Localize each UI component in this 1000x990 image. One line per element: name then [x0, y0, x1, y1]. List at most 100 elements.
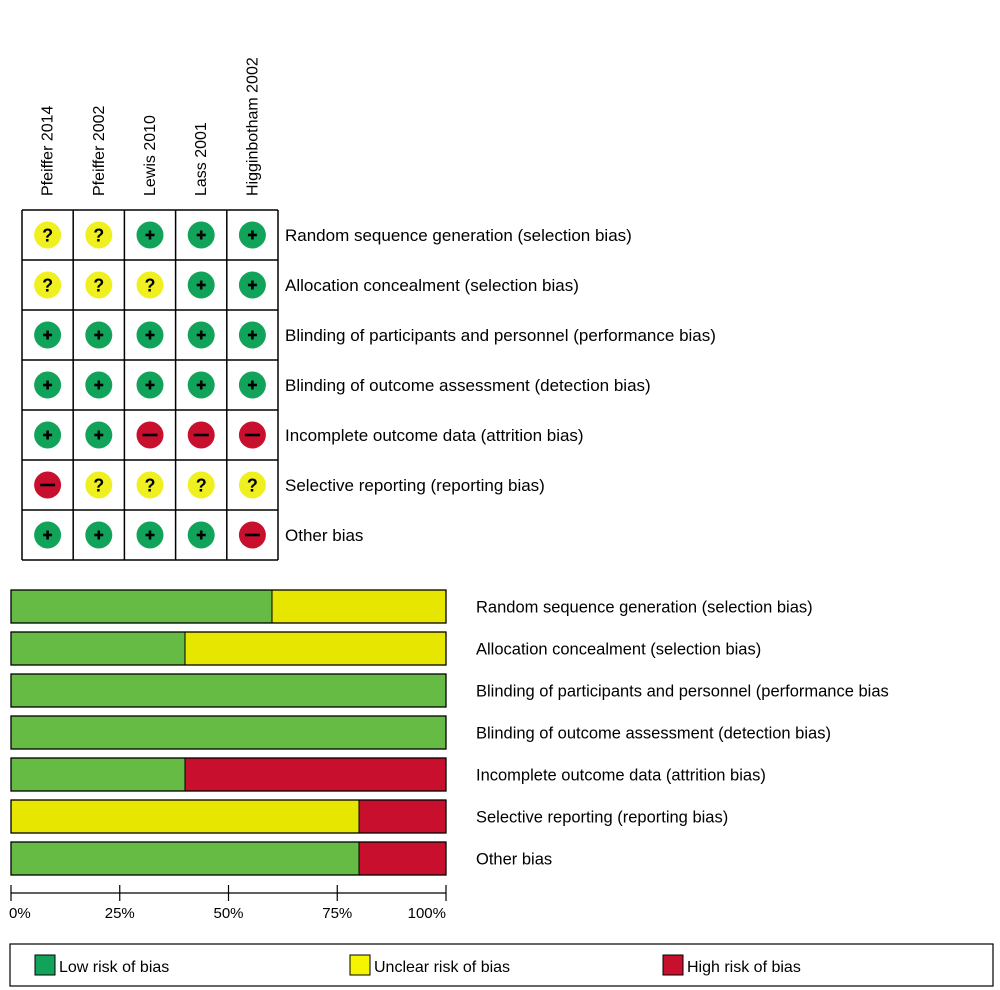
x-tick-label: 0% — [9, 905, 31, 922]
question-icon: ? — [145, 276, 156, 296]
question-icon: ? — [42, 226, 53, 246]
low-risk-dot — [34, 421, 62, 449]
question-icon: ? — [247, 476, 258, 496]
x-tick-label: 100% — [408, 905, 446, 922]
low-risk-dot — [85, 521, 113, 549]
low-risk-dot — [136, 221, 164, 249]
domain-label: Blinding of outcome assessment (detectio… — [285, 376, 651, 395]
study-label: Pfeiffer 2002 — [91, 105, 108, 196]
question-icon: ? — [93, 276, 104, 296]
legend-label: Low risk of bias — [59, 959, 169, 976]
low-risk-dot — [136, 371, 164, 399]
bar-outline — [10, 589, 447, 624]
bar-category-label: Blinding of participants and personnel (… — [476, 683, 889, 701]
x-tick-label: 25% — [105, 905, 135, 922]
unclear-risk-legend-swatch — [349, 954, 371, 976]
low-risk-dot — [187, 521, 215, 549]
study-label: Pfeiffer 2014 — [40, 105, 57, 196]
legend-box — [9, 943, 994, 987]
low-risk-segment — [10, 841, 360, 876]
high-risk-dot — [136, 421, 164, 449]
unclear-risk-dot: ? — [238, 471, 266, 499]
x-tick-label: 50% — [213, 905, 243, 922]
unclear-risk-dot: ? — [136, 271, 164, 299]
low-risk-dot — [34, 321, 62, 349]
low-risk-dot — [187, 221, 215, 249]
high-risk-dot — [238, 521, 266, 549]
bar-category-label: Incomplete outcome data (attrition bias) — [476, 767, 766, 785]
unclear-risk-dot: ? — [187, 471, 215, 499]
high-risk-dot — [238, 421, 266, 449]
low-risk-dot — [238, 371, 266, 399]
grid-cells: ????????? — [21, 209, 279, 561]
question-icon: ? — [196, 476, 207, 496]
domain-label: Blinding of participants and personnel (… — [285, 326, 716, 345]
bar-row — [10, 715, 447, 750]
high-risk-segment — [184, 757, 447, 792]
judgement-circle — [85, 471, 113, 499]
unclear-risk-segment — [10, 799, 360, 834]
low-risk-legend-swatch — [34, 954, 56, 976]
bar-row — [10, 673, 447, 708]
judgement-circle — [136, 271, 164, 299]
unclear-risk-dot: ? — [136, 471, 164, 499]
high-risk-segment — [358, 841, 447, 876]
low-risk-dot — [238, 221, 266, 249]
bar-category-label: Selective reporting (reporting bias) — [476, 809, 728, 827]
bar-outline — [10, 841, 447, 876]
judgement-circle — [34, 271, 62, 299]
unclear-risk-dot: ? — [34, 221, 62, 249]
low-risk-dot — [238, 321, 266, 349]
high-risk-dot — [34, 471, 62, 499]
question-icon: ? — [93, 476, 104, 496]
x-tick-label: 75% — [322, 905, 352, 922]
bar-row — [10, 589, 447, 624]
study-label: Lass 2001 — [193, 122, 210, 196]
low-risk-dot — [34, 521, 62, 549]
bar-outline — [10, 757, 447, 792]
unclear-risk-segment — [271, 589, 447, 624]
bar-category-label: Allocation concealment (selection bias) — [476, 641, 761, 659]
domain-label: Other bias — [285, 526, 363, 545]
judgement-circle — [187, 471, 215, 499]
legend-label: Unclear risk of bias — [374, 959, 510, 976]
unclear-risk-dot: ? — [34, 271, 62, 299]
low-risk-dot — [187, 321, 215, 349]
bar-outline — [10, 799, 447, 834]
unclear-risk-segment — [184, 631, 447, 666]
legend-label: High risk of bias — [687, 959, 801, 976]
bar-outline — [10, 631, 447, 666]
bar-row — [10, 631, 447, 666]
low-risk-dot — [85, 421, 113, 449]
study-label: Higginbotham 2002 — [244, 57, 261, 196]
judgement-circle — [85, 271, 113, 299]
low-risk-dot — [85, 321, 113, 349]
bar-category-label: Other bias — [476, 851, 552, 869]
domain-label: Selective reporting (reporting bias) — [285, 476, 545, 495]
low-risk-dot — [238, 271, 266, 299]
domain-label: Random sequence generation (selection bi… — [285, 226, 632, 245]
low-risk-dot — [136, 521, 164, 549]
low-risk-segment — [10, 757, 186, 792]
low-risk-segment — [10, 673, 447, 708]
low-risk-segment — [10, 631, 186, 666]
bar-outline — [10, 715, 447, 750]
domain-label: Allocation concealment (selection bias) — [285, 276, 579, 295]
bar-row — [10, 799, 447, 834]
high-risk-dot — [187, 421, 215, 449]
unclear-risk-dot: ? — [85, 471, 113, 499]
low-risk-dot — [187, 271, 215, 299]
question-icon: ? — [93, 226, 104, 246]
judgement-circle — [136, 471, 164, 499]
judgement-circle — [34, 221, 62, 249]
low-risk-dot — [34, 371, 62, 399]
low-risk-dot — [85, 371, 113, 399]
domain-label: Incomplete outcome data (attrition bias) — [285, 426, 584, 445]
bar-category-label: Random sequence generation (selection bi… — [476, 599, 813, 617]
low-risk-dot — [187, 371, 215, 399]
bar-row — [10, 841, 447, 876]
unclear-risk-dot: ? — [85, 271, 113, 299]
unclear-risk-dot: ? — [85, 221, 113, 249]
high-risk-segment — [358, 799, 447, 834]
